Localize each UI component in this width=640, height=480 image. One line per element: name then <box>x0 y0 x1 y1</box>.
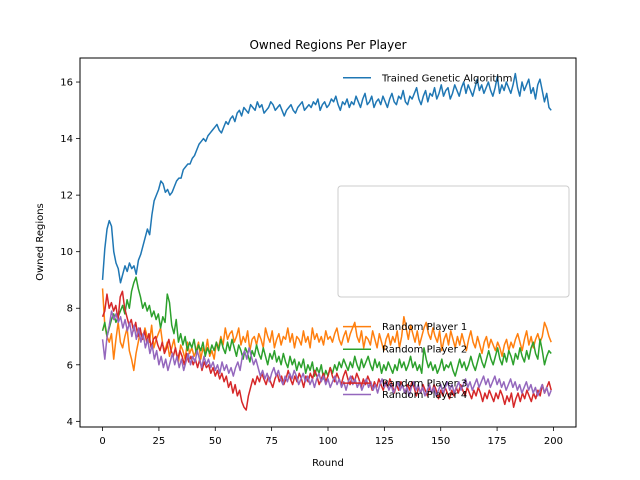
y-tick-label: 12 <box>60 191 73 202</box>
x-tick-label: 75 <box>265 436 278 447</box>
y-tick-label: 8 <box>67 304 73 315</box>
legend-box <box>337 185 570 298</box>
series-lines <box>101 72 552 411</box>
series-line-1 <box>101 72 552 284</box>
plot-area: 0 25 50 75 100 125 150 175 200 4 6 8 10 12 14 16 <box>60 57 577 447</box>
x-tick-label: 100 <box>318 436 337 447</box>
x-tick-label: 200 <box>544 436 563 447</box>
legend-label-1: Trained Genetic Algorithm <box>381 73 512 84</box>
series-line-5 <box>101 310 552 397</box>
series-line-3 <box>101 276 552 380</box>
x-tick-label: 175 <box>488 436 507 447</box>
y-axis-ticks: 4 6 8 10 12 14 16 <box>60 78 80 428</box>
x-axis-label: Round <box>312 458 344 469</box>
chart-title: Owned Regions Per Player <box>249 38 406 52</box>
x-tick-label: 0 <box>99 436 105 447</box>
x-tick-label: 125 <box>375 436 394 447</box>
y-tick-label: 4 <box>67 417 73 428</box>
y-tick-label: 14 <box>60 134 73 145</box>
legend-label-3: Random Player 2 <box>382 345 467 356</box>
y-axis-label: Owned Regions <box>35 203 46 281</box>
y-tick-label: 10 <box>60 247 73 258</box>
legend-label-4: Random Player 3 <box>382 379 467 390</box>
y-tick-label: 6 <box>67 360 73 371</box>
legend-label-5: Random Player 4 <box>382 390 467 401</box>
x-tick-label: 25 <box>153 436 166 447</box>
x-axis-ticks: 0 25 50 75 100 125 150 175 200 <box>99 427 563 447</box>
legend-label-2: Random Player 1 <box>382 322 467 333</box>
y-tick-label: 16 <box>60 78 73 89</box>
legend: Trained Genetic Algorithm Random Player 1… <box>337 73 570 401</box>
x-tick-label: 150 <box>431 436 450 447</box>
x-tick-label: 50 <box>209 436 222 447</box>
